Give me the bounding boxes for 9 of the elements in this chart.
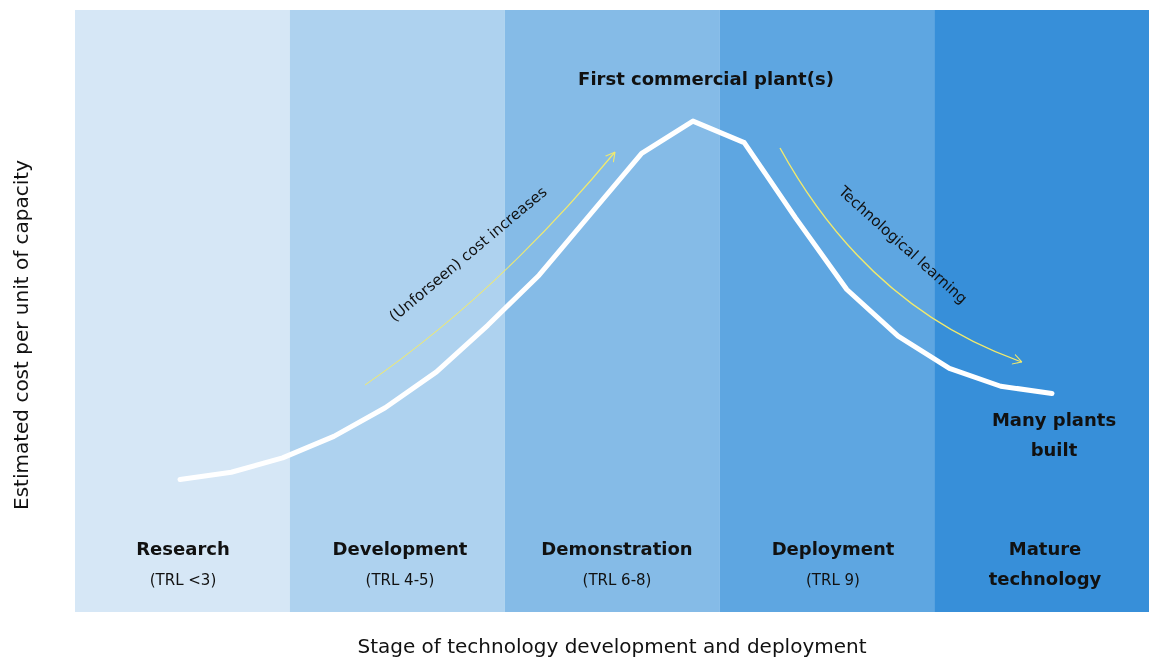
annotation: Many plants built bbox=[991, 409, 1117, 460]
text: Stage of technology development and deployment bbox=[357, 633, 867, 658]
text: First commercial plant(s) bbox=[578, 68, 834, 89]
text: Research (TRL <3) bbox=[136, 538, 230, 589]
text: Estimated cost per unit of capacity bbox=[8, 159, 33, 510]
text: Mature technology bbox=[988, 538, 1102, 589]
text: Development (TRL 4-5) bbox=[332, 538, 468, 589]
text: Deployment (TRL 9) bbox=[771, 538, 895, 589]
text: Demonstration (TRL 6-8) bbox=[541, 538, 693, 589]
